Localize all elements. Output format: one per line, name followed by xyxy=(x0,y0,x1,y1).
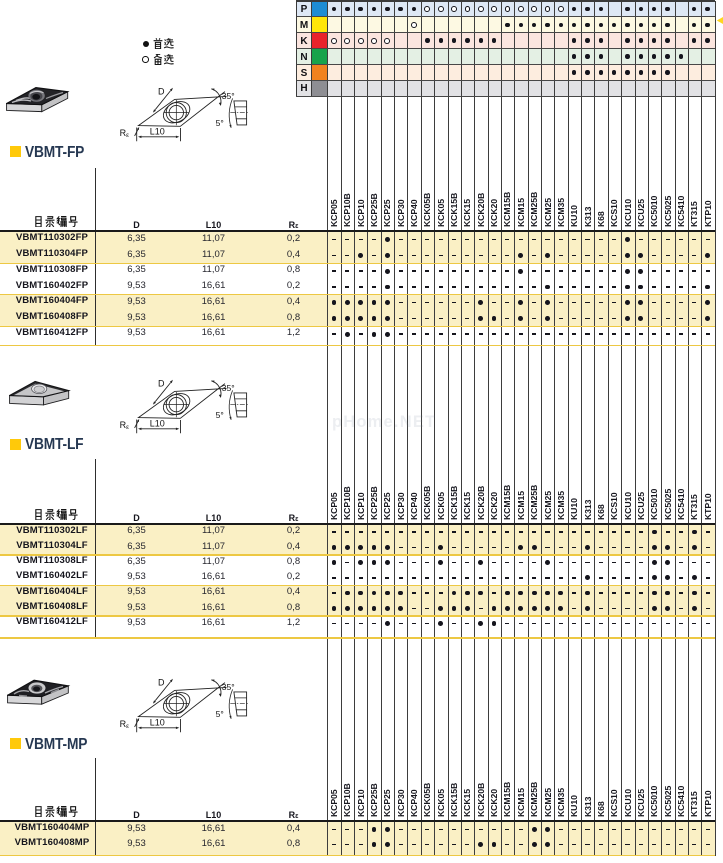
svg-text:Rε: Rε xyxy=(120,421,130,432)
svg-text:L10: L10 xyxy=(150,127,165,137)
svg-text:D: D xyxy=(158,678,165,688)
svg-text:35°: 35° xyxy=(222,384,235,394)
svg-text:D: D xyxy=(158,87,165,97)
svg-text:Rε: Rε xyxy=(120,719,130,730)
svg-text:L10: L10 xyxy=(150,718,165,728)
svg-text:L10: L10 xyxy=(150,419,165,429)
svg-text:5°: 5° xyxy=(216,118,224,128)
svg-text:Rε: Rε xyxy=(120,128,130,139)
svg-text:5°: 5° xyxy=(216,410,224,420)
svg-text:35°: 35° xyxy=(222,682,235,692)
svg-text:D: D xyxy=(158,379,165,389)
svg-text:5°: 5° xyxy=(216,709,224,719)
svg-text:35°: 35° xyxy=(222,91,235,101)
